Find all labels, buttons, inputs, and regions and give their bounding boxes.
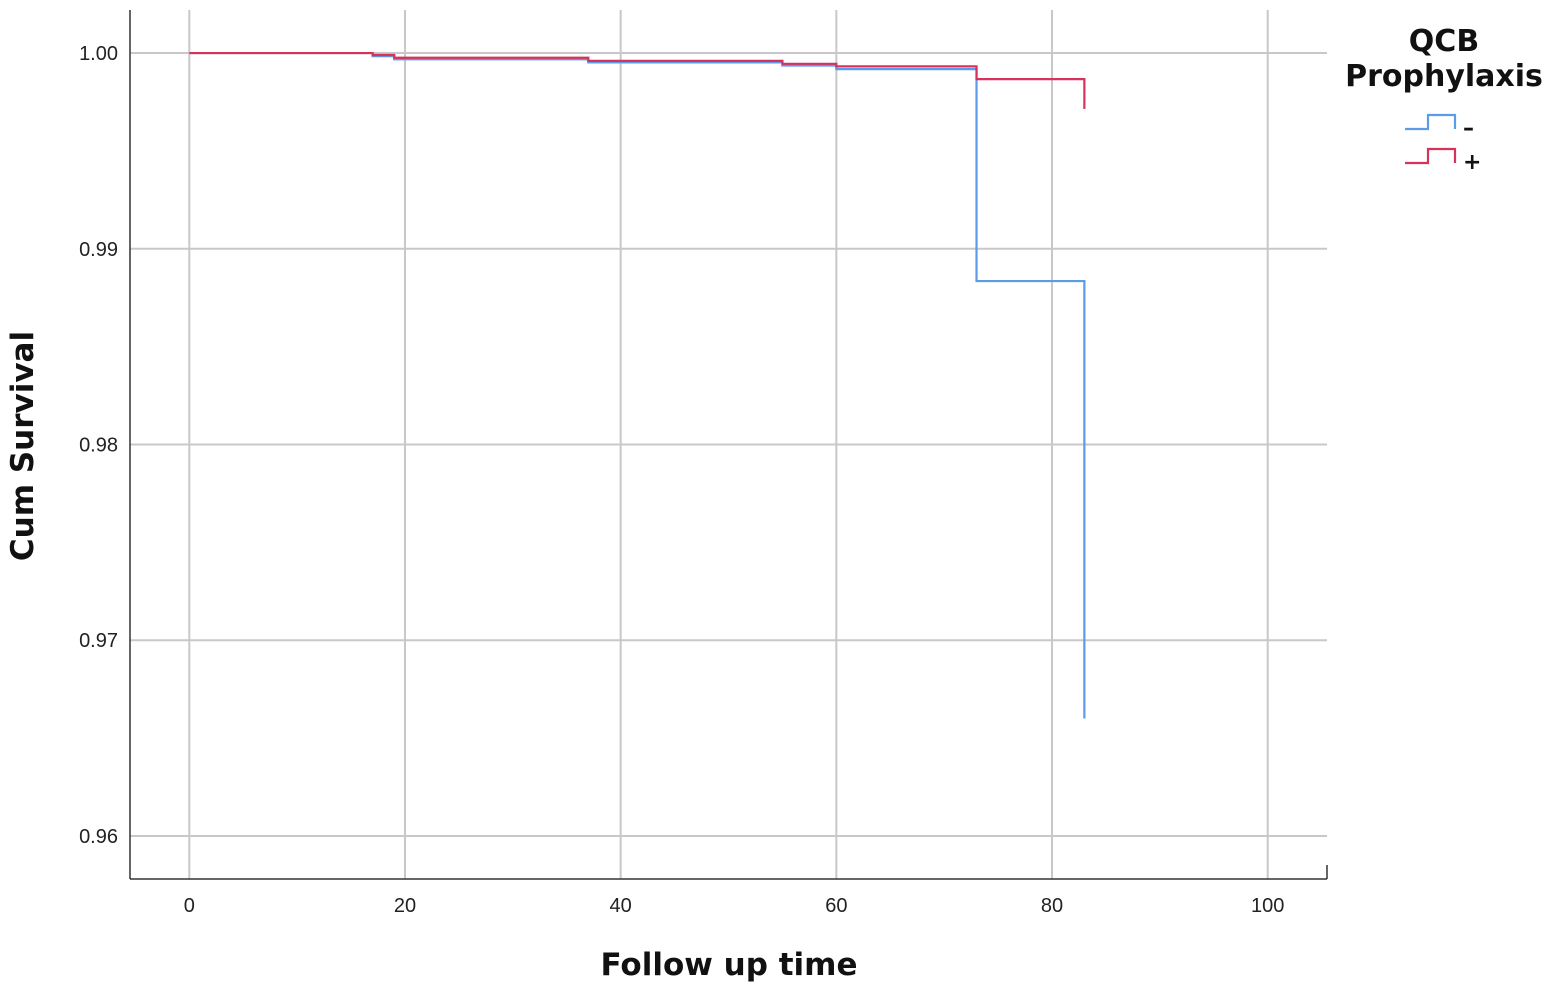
legend-label: – [1463, 116, 1474, 141]
legend-label: + [1463, 150, 1481, 175]
legend: QCB Prophylaxis –+ [1345, 24, 1543, 175]
series-line-2 [189, 51, 1086, 109]
x-tick-label: 80 [1041, 895, 1063, 917]
y-tick-label: 0.96 [79, 826, 118, 848]
x-tick-label: 0 [184, 895, 195, 917]
y-tick-label: 0.97 [79, 630, 118, 652]
legend-title-line-2: Prophylaxis [1345, 59, 1543, 94]
y-axis-title: Cum Survival [5, 331, 41, 561]
legend-items: –+ [1405, 113, 1481, 175]
grid [130, 10, 1327, 879]
x-tick-label: 100 [1251, 895, 1284, 917]
series-lines [189, 51, 1086, 719]
tick-labels: 0 20 40 60 80 100 0.96 0.97 0.98 0.99 1.00 [79, 43, 1284, 917]
y-tick-label: 0.99 [79, 239, 118, 261]
x-axis-title: Follow up time [600, 947, 857, 983]
series-line-1 [189, 51, 1086, 719]
y-tick-label: 0.98 [79, 435, 118, 457]
x-tick-label: 40 [610, 895, 632, 917]
legend-title-line-1: QCB [1409, 24, 1479, 59]
legend-swatch [1405, 113, 1457, 131]
y-tick-label: 1.00 [79, 43, 118, 65]
x-tick-label: 20 [394, 895, 416, 917]
x-tick-label: 60 [825, 895, 847, 917]
axes [129, 10, 1328, 880]
legend-swatch [1405, 147, 1457, 165]
